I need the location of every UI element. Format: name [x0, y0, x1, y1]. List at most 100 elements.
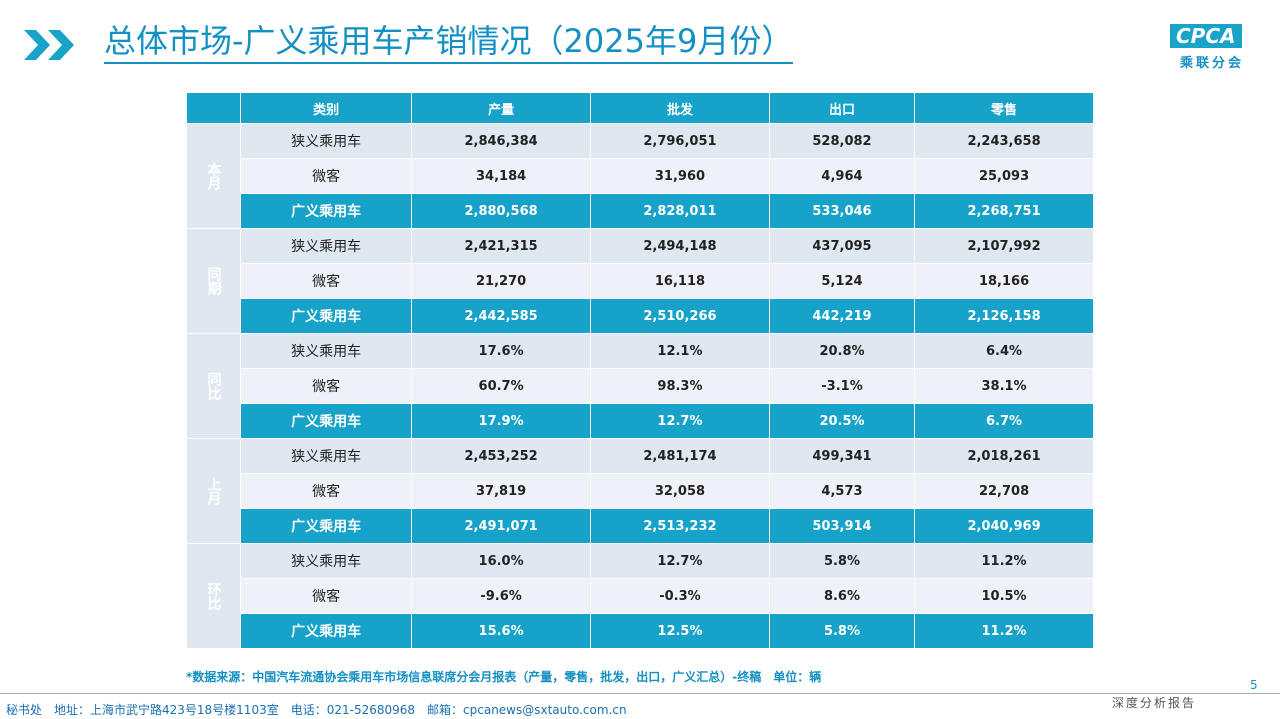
table-row: 微客 34,184 31,960 4,964 25,093 — [187, 158, 1094, 194]
value-cell: 2,421,315 — [411, 228, 592, 264]
chevron-icon — [24, 30, 74, 60]
value-cell: 12.5% — [590, 613, 770, 649]
category-cell: 狭义乘用车 — [239, 333, 413, 369]
table-row: 微客 60.7% 98.3% -3.1% 38.1% — [187, 368, 1094, 404]
value-cell: 22,708 — [914, 473, 1094, 509]
value-cell: 6.7% — [914, 403, 1094, 439]
value-cell: 2,880,568 — [411, 193, 592, 229]
value-cell: 2,268,751 — [914, 193, 1094, 229]
footnote: *数据来源：中国汽车流通协会乘用车市场信息联席分会月报表（产量，零售，批发，出口… — [186, 670, 822, 684]
table-row: 广义乘用车 17.9% 12.7% 20.5% 6.7% — [187, 403, 1094, 439]
header-row: 类别 产量 批发 出口 零售 — [186, 92, 1094, 124]
value-cell: 503,914 — [768, 508, 916, 544]
group-cell: 同比 — [186, 333, 241, 439]
value-cell: 2,040,969 — [914, 508, 1094, 544]
value-cell: 442,219 — [768, 298, 916, 334]
category-cell: 微客 — [239, 473, 413, 509]
value-cell: 4,573 — [768, 473, 916, 509]
table-row: 广义乘用车 2,880,568 2,828,011 533,046 2,268,751 — [187, 193, 1094, 229]
category-cell: 广义乘用车 — [239, 508, 413, 544]
value-cell: 11.2% — [914, 613, 1094, 649]
value-cell: 15.6% — [411, 613, 592, 649]
table-row: 广义乘用车 2,442,585 2,510,266 442,219 2,126,158 — [187, 298, 1094, 334]
value-cell: 38.1% — [914, 368, 1094, 404]
value-cell: 2,018,261 — [914, 438, 1094, 474]
category-cell: 广义乘用车 — [239, 193, 413, 229]
value-cell: 20.5% — [768, 403, 916, 439]
category-cell: 广义乘用车 — [239, 298, 413, 334]
value-cell: 12.1% — [590, 333, 770, 369]
column-header: 产量 — [411, 92, 592, 124]
column-header: 出口 — [768, 92, 916, 124]
corner-cell — [186, 92, 241, 124]
category-cell: 微客 — [239, 368, 413, 404]
table-row: 环比 狭义乘用车 16.0% 12.7% 5.8% 11.2% — [186, 543, 1094, 649]
table-row: 本月 狭义乘用车 2,846,384 2,796,051 528,082 2,243,65… — [186, 123, 1094, 229]
value-cell: 34,184 — [411, 158, 592, 194]
value-cell: 499,341 — [768, 438, 916, 474]
value-cell: 6.4% — [914, 333, 1094, 369]
category-cell: 狭义乘用车 — [239, 123, 413, 159]
value-cell: 17.6% — [411, 333, 592, 369]
value-cell: 12.7% — [590, 403, 770, 439]
category-cell: 狭义乘用车 — [239, 543, 413, 579]
category-cell: 微客 — [239, 578, 413, 614]
value-cell: -3.1% — [768, 368, 916, 404]
group-label: 本月 — [205, 162, 222, 190]
table-row: 上月 狭义乘用车 2,453,252 2,481,174 499,341 2,018,26… — [186, 438, 1094, 544]
value-cell: 10.5% — [914, 578, 1094, 614]
report-tag: 深度分析报告 — [1112, 696, 1197, 710]
category-cell: 狭义乘用车 — [239, 228, 413, 264]
value-cell: 16,118 — [590, 263, 770, 299]
value-cell: 11.2% — [914, 543, 1094, 579]
table-row: 微客 21,270 16,118 5,124 18,166 — [187, 263, 1094, 299]
table-row: 广义乘用车 2,491,071 2,513,232 503,914 2,040,969 — [187, 508, 1094, 544]
value-cell: 20.8% — [768, 333, 916, 369]
table-row: 微客 -9.6% -0.3% 8.6% 10.5% — [187, 578, 1094, 614]
value-cell: 25,093 — [914, 158, 1094, 194]
group-cell: 本月 — [186, 123, 241, 229]
value-cell: 5,124 — [768, 263, 916, 299]
value-cell: 8.6% — [768, 578, 916, 614]
column-header: 批发 — [590, 92, 770, 124]
value-cell: -0.3% — [590, 578, 770, 614]
column-header: 类别 — [239, 92, 413, 124]
value-cell: 37,819 — [411, 473, 592, 509]
category-cell: 微客 — [239, 158, 413, 194]
value-cell: 16.0% — [411, 543, 592, 579]
category-cell: 狭义乘用车 — [239, 438, 413, 474]
page-number: 5 — [1250, 678, 1258, 692]
value-cell: 2,453,252 — [411, 438, 592, 474]
group-cell: 环比 — [186, 543, 241, 649]
column-header: 零售 — [914, 92, 1094, 124]
logo: CPCA — [1170, 24, 1242, 48]
table-row: 同期 狭义乘用车 2,421,315 2,494,148 437,095 2,107,99… — [186, 228, 1094, 334]
group-label: 上月 — [205, 477, 222, 505]
value-cell: 2,107,992 — [914, 228, 1094, 264]
group-cell: 同期 — [186, 228, 241, 334]
value-cell: 2,481,174 — [590, 438, 770, 474]
value-cell: 2,846,384 — [411, 123, 592, 159]
value-cell: 98.3% — [590, 368, 770, 404]
title: 总体市场-广义乘用车产销情况（2025年9月份） — [104, 20, 794, 64]
value-cell: 5.8% — [768, 613, 916, 649]
value-cell: 60.7% — [411, 368, 592, 404]
category-cell: 广义乘用车 — [239, 403, 413, 439]
group-cell: 上月 — [186, 438, 241, 544]
value-cell: 2,442,585 — [411, 298, 592, 334]
category-cell: 微客 — [239, 263, 413, 299]
logo-sub: 乘联分会 — [1180, 56, 1245, 71]
value-cell: 17.9% — [411, 403, 592, 439]
value-cell: 2,510,266 — [590, 298, 770, 334]
group-label: 同期 — [205, 267, 222, 295]
value-cell: 2,494,148 — [590, 228, 770, 264]
value-cell: -9.6% — [411, 578, 592, 614]
value-cell: 2,126,158 — [914, 298, 1094, 334]
value-cell: 533,046 — [768, 193, 916, 229]
value-cell: 21,270 — [411, 263, 592, 299]
value-cell: 528,082 — [768, 123, 916, 159]
table-row: 同比 狭义乘用车 17.6% 12.1% 20.8% 6.4% — [186, 333, 1094, 439]
footer-contact: 秘书处 地址：上海市武宁路423号18号楼1103室 电话：021-526809… — [6, 703, 627, 717]
table-row: 广义乘用车 15.6% 12.5% 5.8% 11.2% — [187, 613, 1094, 649]
